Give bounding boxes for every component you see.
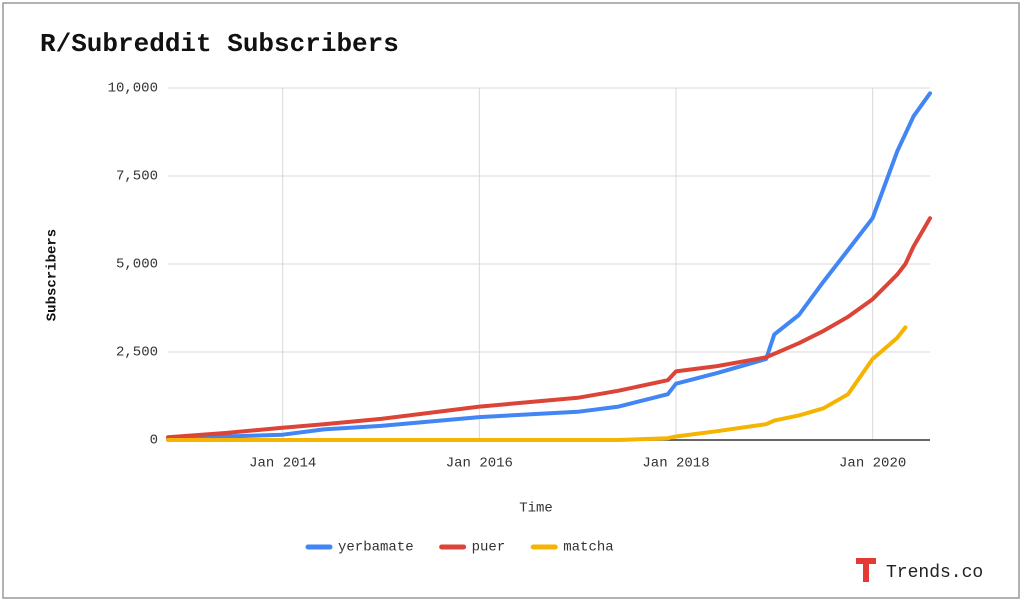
y-tick-label: 10,000 — [108, 81, 158, 97]
watermark: Trends.co — [886, 563, 983, 583]
series-line — [166, 91, 932, 441]
x-tick-label: Jan 2016 — [446, 456, 513, 472]
y-tick-label: 0 — [150, 433, 158, 449]
chart-title: R/Subreddit Subscribers — [40, 29, 399, 59]
x-tick-label: Jan 2014 — [249, 456, 316, 472]
series-line — [166, 216, 932, 440]
y-tick-label: 7,500 — [116, 169, 158, 185]
y-tick-label: 5,000 — [116, 257, 158, 273]
watermark-logo — [856, 558, 876, 582]
legend-label: puer — [472, 540, 506, 556]
y-axis-label: Subscribers — [45, 229, 61, 321]
y-tick-label: 2,500 — [116, 345, 158, 361]
x-tick-label: Jan 2020 — [839, 456, 906, 472]
legend-label: yerbamate — [338, 540, 414, 556]
x-axis-label: Time — [519, 501, 553, 517]
legend-label: matcha — [563, 540, 613, 556]
x-tick-label: Jan 2018 — [642, 456, 709, 472]
series-line — [166, 325, 908, 442]
